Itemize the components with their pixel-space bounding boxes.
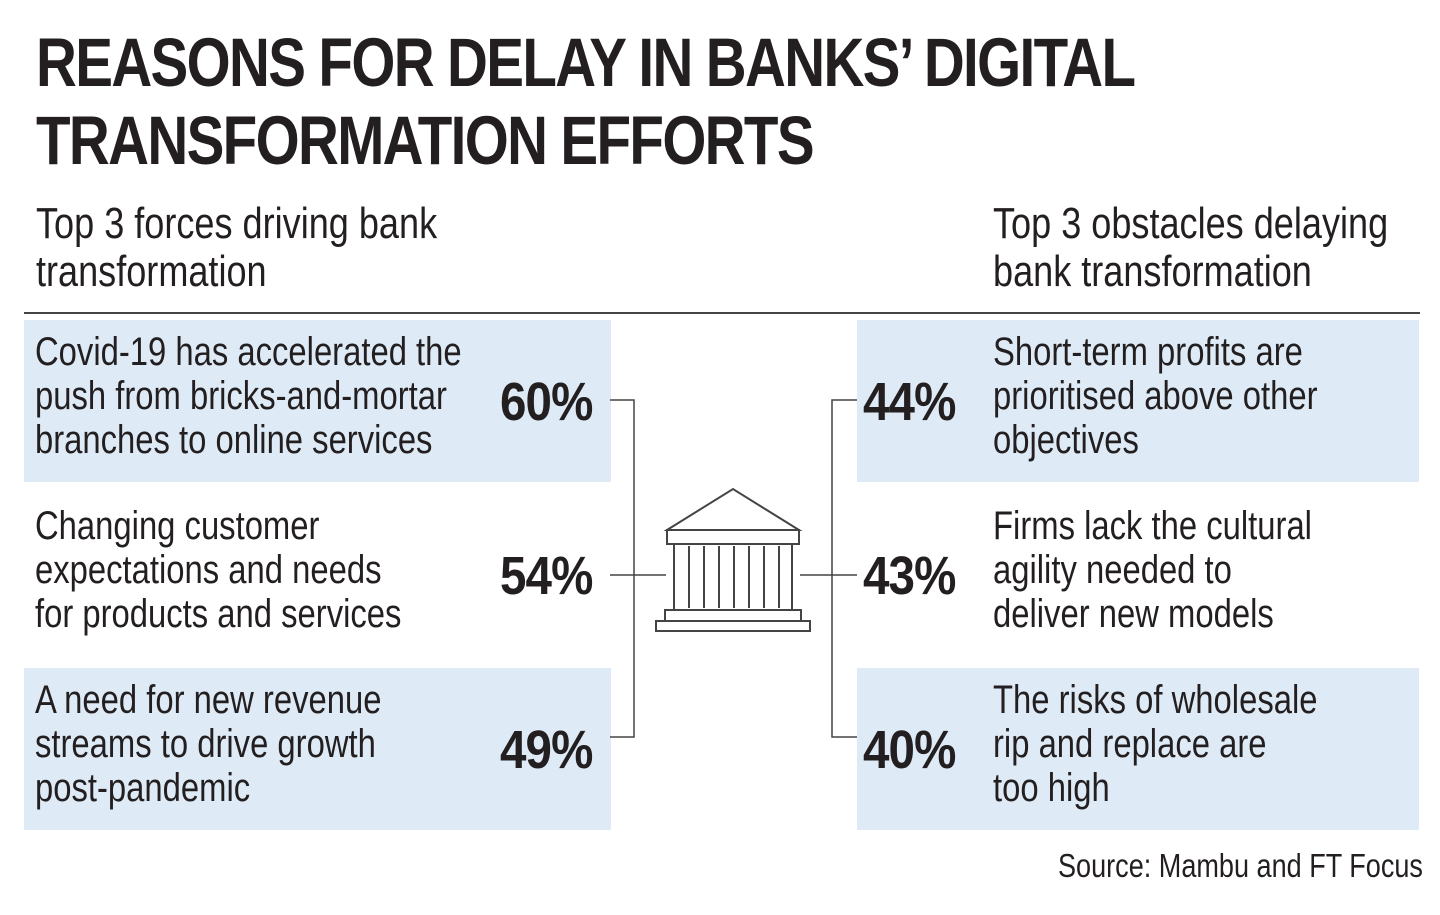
force-label: A need for new revenue streams to drive … [35,678,381,810]
label-line: rip and replace are [993,722,1267,766]
label-line: too high [993,766,1110,810]
label-line: push from bricks-and-mortar [35,374,447,418]
left-bracket-line [610,399,635,738]
obstacle-label: Short-term profits are prioritised above… [993,330,1318,462]
bank-building-icon [655,487,811,632]
obstacle-value: 44% [863,372,956,432]
chart-title: REASONS FOR DELAY IN BANKS’ DIGITAL TRAN… [36,24,1136,180]
obstacle-row: 40% The risks of wholesale rip and repla… [857,668,1419,830]
heading-line: Top 3 obstacles delaying [993,199,1389,248]
heading-line: transformation [36,247,267,296]
force-value: 54% [500,546,593,606]
obstacle-label: Firms lack the cultural agility needed t… [993,504,1312,636]
force-row: Changing customer expectations and needs… [24,494,611,656]
force-label: Covid-19 has accelerated the push from b… [35,330,462,462]
force-value: 49% [500,720,593,780]
title-line: TRANSFORMATION EFFORTS [36,102,815,179]
label-line: objectives [993,418,1139,462]
label-line: The risks of wholesale [993,678,1318,722]
right-bracket [800,399,857,738]
bank-step [655,620,811,632]
bank-base [664,609,802,622]
bank-colonnade [673,543,793,611]
label-line: branches to online services [35,418,433,462]
force-row: A need for new revenue streams to drive … [24,668,611,830]
left-bracket [610,399,666,738]
label-line: for products and services [35,592,402,636]
obstacle-row: 43% Firms lack the cultural agility need… [857,494,1419,656]
obstacles-heading: Top 3 obstacles delaying bank transforma… [993,200,1388,296]
force-label: Changing customer expectations and needs… [35,504,401,636]
obstacle-row: 44% Short-term profits are prioritised a… [857,320,1419,482]
right-bracket-line [831,399,857,738]
obstacle-label: The risks of wholesale rip and replace a… [993,678,1318,810]
force-value: 60% [500,372,593,432]
obstacle-value: 43% [863,546,956,606]
label-line: expectations and needs [35,548,382,592]
label-line: Short-term profits are [993,330,1303,374]
bank-entablature [666,529,800,545]
label-line: agility needed to [993,548,1232,592]
label-line: Changing customer [35,504,320,548]
heading-line: bank transformation [993,247,1312,296]
source-note: Source: Mambu and FT Focus [1058,847,1423,884]
label-line: streams to drive growth [35,722,376,766]
obstacle-value: 40% [863,720,956,780]
label-line: deliver new models [993,592,1274,636]
label-line: A need for new revenue [35,678,382,722]
force-row: Covid-19 has accelerated the push from b… [24,320,611,482]
label-line: post-pandemic [35,766,251,810]
divider [24,312,1420,314]
label-line: Firms lack the cultural [993,504,1312,548]
label-line: prioritised above other [993,374,1318,418]
bank-roof [663,487,803,531]
title-line: REASONS FOR DELAY IN BANKS’ DIGITAL [36,24,1136,101]
heading-line: Top 3 forces driving bank [36,199,438,248]
label-line: Covid-19 has accelerated the [35,330,462,374]
forces-heading: Top 3 forces driving bank transformation [36,200,437,296]
